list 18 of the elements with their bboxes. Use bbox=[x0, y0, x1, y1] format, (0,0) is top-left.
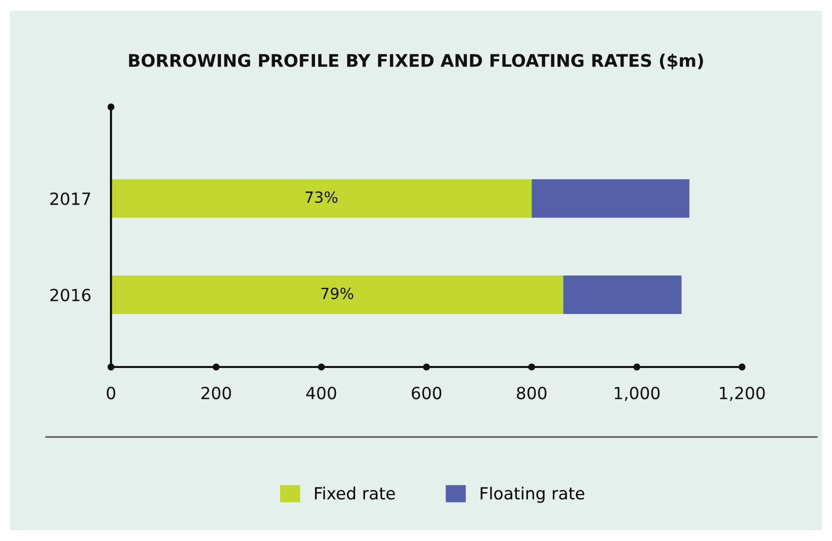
x-tick-label: 200 bbox=[201, 386, 231, 400]
chart-title: BORROWING PROFILE BY FIXED AND FLOATING RATES ($m) bbox=[129, 54, 703, 70]
annotation: 79% bbox=[321, 288, 354, 300]
bar bbox=[563, 276, 682, 314]
legend-label: Fixed rate bbox=[315, 486, 395, 500]
x-tick-label: 400 bbox=[306, 386, 336, 400]
x-tick-label: 1,200 bbox=[720, 386, 765, 402]
bar bbox=[532, 179, 690, 218]
bar bbox=[111, 276, 564, 314]
legend-label: Floating rate bbox=[480, 486, 584, 503]
x-tick-label: 1,000 bbox=[614, 386, 660, 402]
annotation: 73% bbox=[306, 191, 338, 203]
y-tick-label: 2016 bbox=[50, 288, 91, 302]
x-tick-label: 800 bbox=[516, 386, 546, 400]
x-tick-label: 600 bbox=[412, 386, 442, 400]
x-tick-label: 0 bbox=[106, 386, 116, 400]
bar bbox=[111, 179, 532, 218]
y-tick-label: 2017 bbox=[50, 192, 90, 206]
